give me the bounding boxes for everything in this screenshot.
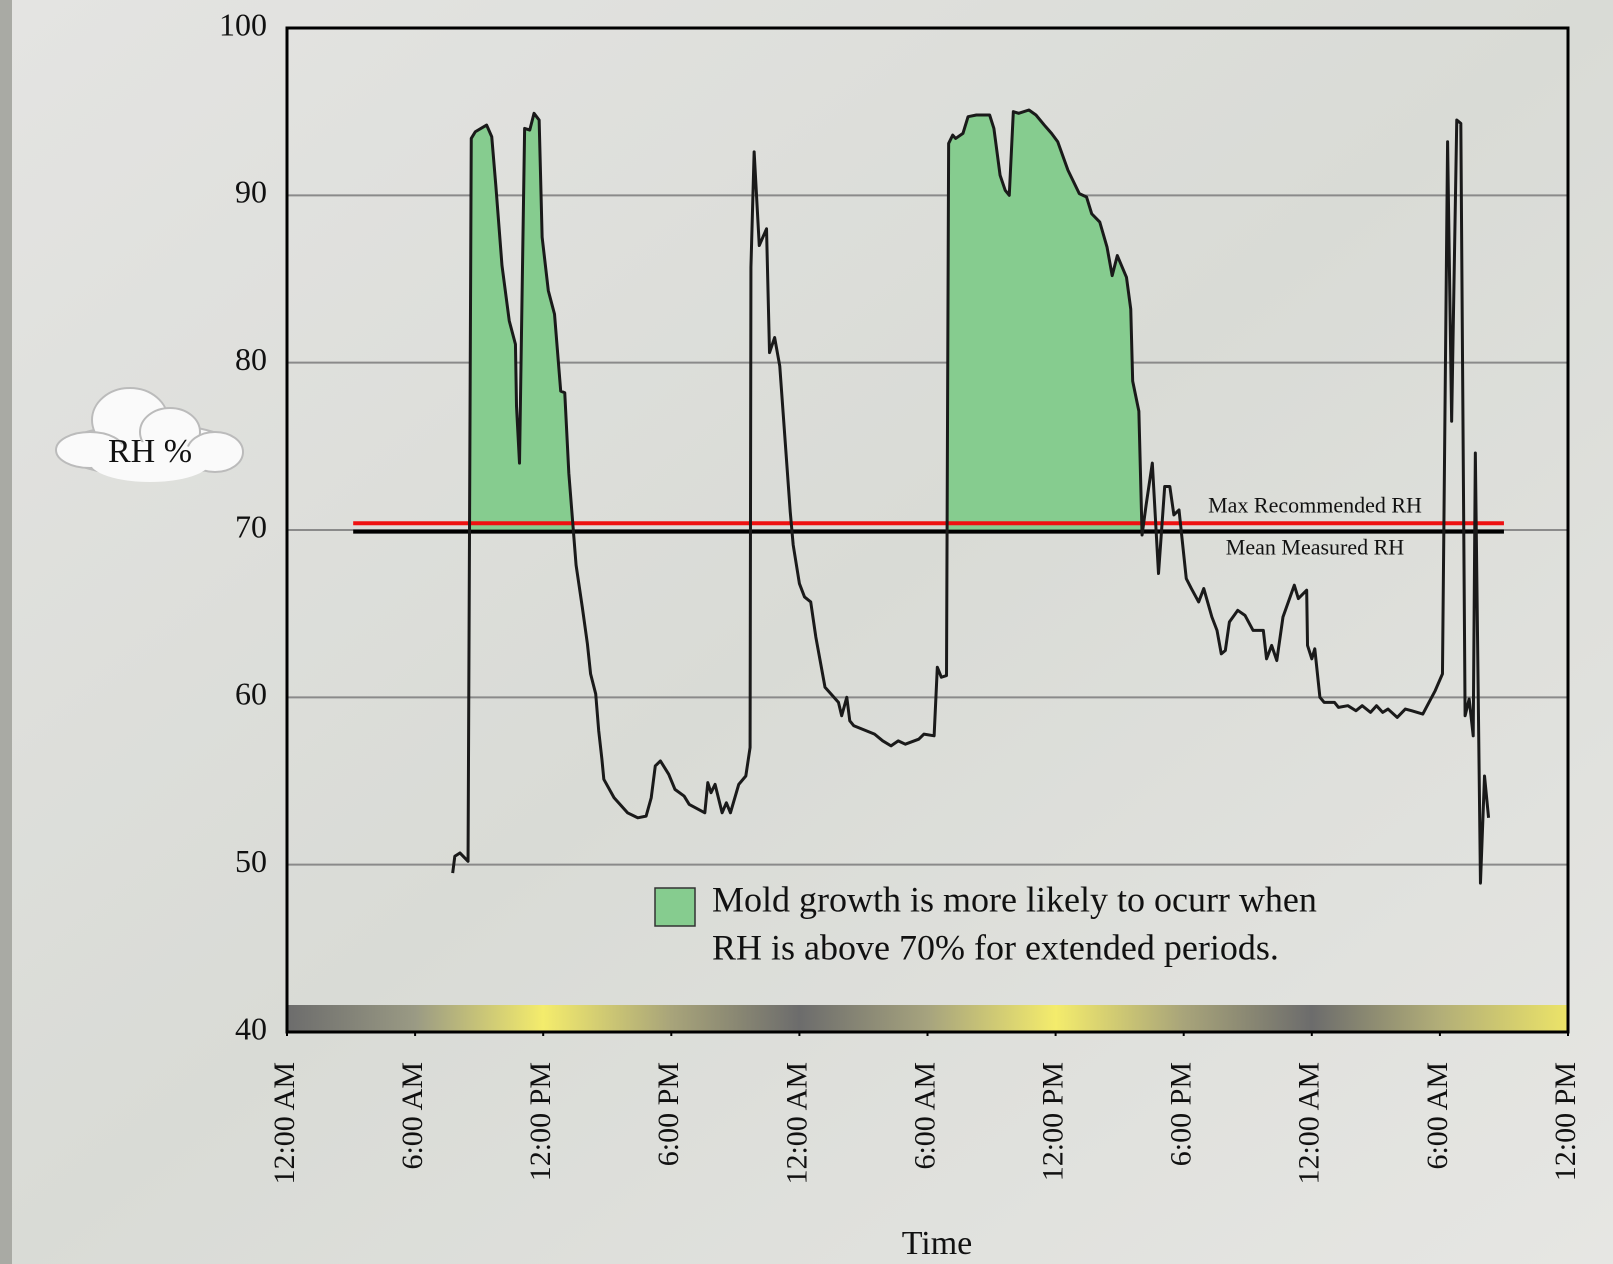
legend-text: Mold growth is more likely to ocurr when: [712, 879, 1317, 919]
x-tick-label: 12:00 PM: [524, 1062, 557, 1181]
legend-swatch: [655, 888, 695, 926]
y-axis-label: RH %: [108, 433, 192, 470]
x-tick-label: 6:00 PM: [652, 1062, 685, 1166]
y-tick-label: 80: [235, 341, 267, 377]
legend-text: RH is above 70% for extended periods.: [712, 927, 1279, 967]
x-tick-label: 6:00 AM: [1421, 1062, 1454, 1170]
x-tick-label: 6:00 PM: [1165, 1062, 1198, 1166]
y-tick-label: 70: [235, 508, 267, 544]
x-tick-label: 12:00 PM: [1036, 1062, 1069, 1181]
background-edge: [0, 0, 12, 1264]
y-tick-label: 100: [219, 6, 267, 42]
x-tick-label: 12:00 AM: [1293, 1062, 1326, 1185]
y-tick-label: 50: [235, 843, 267, 879]
page: RH % Time 40 50 60 70 80 90 100 12:00 AM 6:00 AM…: [0, 0, 1613, 1264]
x-tick-label: 12:00 PM: [1549, 1062, 1582, 1181]
x-tick-label: 12:00 AM: [268, 1062, 301, 1185]
x-tick-label: 6:00 AM: [396, 1062, 429, 1170]
reference-line-label: Mean Measured RH: [1226, 535, 1405, 560]
day-night-bar: [287, 1005, 1568, 1032]
y-tick-label: 40: [235, 1010, 267, 1046]
y-tick-label: 90: [235, 174, 267, 210]
reference-line-label: Max Recommended RH: [1208, 492, 1422, 517]
chart: RH % Time 40 50 60 70 80 90 100 12:00 AM 6:00 AM…: [0, 0, 1613, 1264]
y-tick-label: 60: [235, 676, 267, 712]
x-tick-label: 12:00 AM: [780, 1062, 813, 1185]
x-tick-label: 6:00 AM: [908, 1062, 941, 1170]
x-axis-label: Time: [902, 1225, 973, 1262]
